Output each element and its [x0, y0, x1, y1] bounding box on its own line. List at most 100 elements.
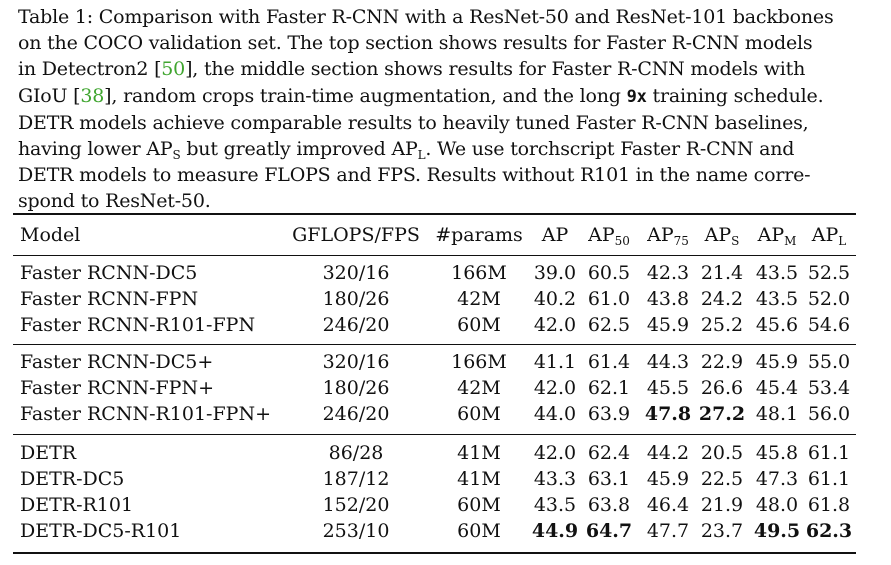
- table-cell-model: Faster RCNN-DC5+: [20, 351, 214, 373]
- table-cell-params: 60M: [457, 403, 501, 425]
- column-header-subscript: S: [731, 234, 740, 248]
- table-cell-ap75: 44.3: [646, 351, 690, 373]
- table-cell-aps: 21.4: [700, 262, 744, 284]
- table-cell-apl: 52.0: [807, 288, 851, 310]
- table-cell-aps: 22.9: [700, 351, 744, 373]
- column-header-model: Model: [20, 224, 81, 246]
- table-cell-gflops_fps: 187/12: [322, 468, 390, 490]
- table-cell-params: 41M: [457, 468, 501, 490]
- column-header-ap: AP: [541, 224, 569, 246]
- column-header-subscript: L: [838, 234, 847, 248]
- table-cell-ap50: 61.0: [587, 288, 631, 310]
- table-cell-ap: 41.1: [533, 351, 577, 373]
- column-header-ap50: AP50: [588, 224, 630, 248]
- table-cell-apl: 52.5: [807, 262, 851, 284]
- citation-link[interactable]: 50: [161, 58, 186, 81]
- table-cell-ap: 40.2: [533, 288, 577, 310]
- column-header-subscript: 50: [614, 234, 630, 248]
- table-cell-gflops_fps: 320/16: [322, 351, 390, 373]
- table-cell-apl: 53.4: [807, 377, 851, 399]
- caption-line: in Detectron2 [50], the middle section s…: [18, 56, 853, 82]
- table-cell-apm: 47.3: [755, 468, 799, 490]
- table-cell-ap75: 47.7: [646, 520, 690, 542]
- table-cell-params: 166M: [451, 262, 507, 284]
- table-cell-ap75: 45.9: [646, 468, 690, 490]
- table-cell-aps: 27.2: [698, 403, 746, 425]
- table-cell-ap: 43.5: [533, 494, 577, 516]
- table-cell-model: DETR-R101: [20, 494, 134, 516]
- table-cell-params: 41M: [457, 442, 501, 464]
- table-cell-params: 42M: [457, 288, 501, 310]
- header-rule: [13, 255, 856, 256]
- caption-line: DETR models achieve comparable results t…: [18, 110, 853, 136]
- table-cell-ap50: 62.4: [587, 442, 631, 464]
- column-header-text: AP: [811, 224, 839, 246]
- table-cell-apm: 49.5: [753, 520, 801, 542]
- table-cell-gflops_fps: 246/20: [322, 403, 390, 425]
- table-cell-apl: 56.0: [807, 403, 851, 425]
- table-cell-model: Faster RCNN-FPN+: [20, 377, 214, 399]
- caption-line: spond to ResNet-50.: [18, 188, 853, 214]
- table-cell-ap75: 45.9: [646, 314, 690, 336]
- caption-subscript: L: [417, 148, 426, 163]
- table-cell-model: DETR-DC5-R101: [20, 520, 182, 542]
- table-cell-ap50: 60.5: [587, 262, 631, 284]
- table-cell-aps: 20.5: [700, 442, 744, 464]
- table-top-rule: [13, 213, 856, 215]
- column-header-subscript: M: [784, 234, 797, 248]
- column-header-subscript: 75: [673, 234, 689, 248]
- table-cell-params: 60M: [457, 314, 501, 336]
- citation-link[interactable]: 38: [80, 84, 105, 107]
- caption-text: ], random crops train-time augmentation,…: [104, 84, 627, 107]
- caption-text: but greatly improved AP: [180, 138, 418, 161]
- caption-line: Table 1: Comparison with Faster R-CNN wi…: [18, 4, 853, 30]
- table-cell-gflops_fps: 180/26: [322, 377, 390, 399]
- table-cell-ap75: 47.8: [644, 403, 692, 425]
- caption-subscript: S: [172, 148, 181, 163]
- table-cell-model: Faster RCNN-FPN: [20, 288, 199, 310]
- table-cell-aps: 25.2: [700, 314, 744, 336]
- table-cell-aps: 24.2: [700, 288, 744, 310]
- caption-text: having lower AP: [18, 138, 173, 161]
- table-cell-ap50: 63.9: [587, 403, 631, 425]
- caption-text: on the COCO validation set. The top sect…: [18, 32, 813, 55]
- table-cell-apm: 45.6: [755, 314, 799, 336]
- table-cell-ap: 42.0: [533, 377, 577, 399]
- caption-text: Table 1: Comparison with Faster R-CNN wi…: [18, 6, 834, 28]
- section-rule: [13, 434, 856, 435]
- table-cell-model: Faster RCNN-DC5: [20, 262, 198, 284]
- table-cell-ap75: 44.2: [646, 442, 690, 464]
- column-header-text: AP: [757, 224, 785, 246]
- table-cell-model: DETR-DC5: [20, 468, 125, 490]
- table-cell-params: 60M: [457, 520, 501, 542]
- caption-code: 9x: [626, 86, 647, 107]
- table-cell-ap: 44.0: [533, 403, 577, 425]
- table-cell-ap50: 64.7: [585, 520, 633, 542]
- table-cell-ap75: 43.8: [646, 288, 690, 310]
- table-cell-apm: 45.8: [755, 442, 799, 464]
- table-cell-apl: 61.8: [807, 494, 851, 516]
- column-header-aps: APS: [704, 224, 740, 248]
- table-cell-gflops_fps: 180/26: [322, 288, 390, 310]
- table-cell-ap50: 62.1: [587, 377, 631, 399]
- caption-text: ], the middle section shows results for …: [185, 58, 806, 81]
- column-header-text: AP: [588, 224, 615, 246]
- caption-text: GIoU [: [18, 84, 81, 107]
- table-cell-ap75: 42.3: [646, 262, 690, 284]
- table-cell-apm: 48.1: [755, 403, 799, 425]
- caption-line: on the COCO validation set. The top sect…: [18, 30, 853, 56]
- table-cell-ap: 42.0: [533, 314, 577, 336]
- table-cell-gflops_fps: 152/20: [322, 494, 390, 516]
- caption-text: in Detectron2 [: [18, 58, 162, 81]
- caption-text: DETR models achieve comparable results t…: [18, 111, 809, 134]
- column-header-text: AP: [704, 224, 732, 246]
- column-header-apl: APL: [811, 224, 847, 248]
- table-cell-model: DETR: [20, 442, 77, 464]
- section-rule: [13, 344, 856, 345]
- caption-line: having lower APS but greatly improved AP…: [18, 136, 853, 162]
- column-header-ap75: AP75: [647, 224, 689, 248]
- table-cell-apl: 55.0: [807, 351, 851, 373]
- table-cell-apm: 43.5: [755, 262, 799, 284]
- table-cell-params: 60M: [457, 494, 501, 516]
- table-cell-aps: 22.5: [700, 468, 744, 490]
